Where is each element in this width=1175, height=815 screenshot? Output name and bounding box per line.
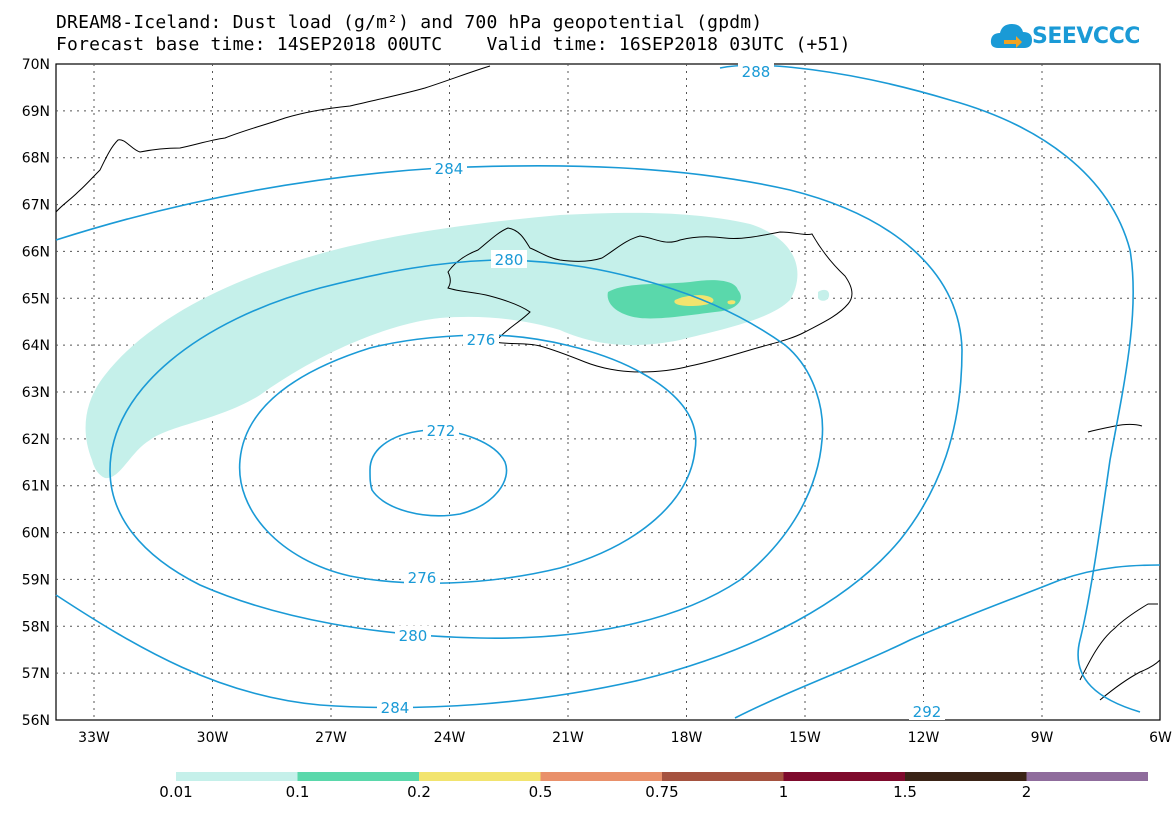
contour-288 xyxy=(719,64,1141,713)
coastlines xyxy=(55,65,1161,701)
geopotential-contours xyxy=(55,64,1161,719)
lon-label: 24W xyxy=(434,730,466,746)
colorbar-label: 0.01 xyxy=(159,783,193,801)
dust-area-0-01 xyxy=(85,212,798,479)
contour-284 xyxy=(55,164,963,709)
lat-label: 56N xyxy=(22,713,50,729)
colorbar-swatch xyxy=(1026,772,1148,781)
lat-label: 62N xyxy=(22,432,50,448)
colorbar-swatch xyxy=(783,772,905,781)
lat-label: 64N xyxy=(22,338,50,354)
colorbar-label: 0.2 xyxy=(407,783,431,801)
lat-label: 66N xyxy=(22,244,50,260)
contour-label-bg xyxy=(423,421,459,439)
contour-label-bg xyxy=(463,330,499,348)
cloud-icon xyxy=(990,24,1032,48)
dust-area-0-2-b xyxy=(727,300,736,305)
contour-label: 284 xyxy=(381,699,410,717)
colorbar-label: 0.75 xyxy=(645,783,679,801)
colorbar-swatch xyxy=(297,772,419,781)
lon-label: 18W xyxy=(671,730,703,746)
contour-labels: 288 284 280 276 272 276 280 284 292 xyxy=(377,62,945,721)
colorbar-label: 0.1 xyxy=(285,783,310,801)
greenland-coast xyxy=(55,65,491,213)
contour-label-bg xyxy=(909,702,945,720)
colorbar-swatch xyxy=(540,772,662,781)
norway-coast xyxy=(1087,424,1143,433)
contour-label: 276 xyxy=(467,331,496,349)
colorbar-swatch xyxy=(419,772,541,781)
contour-label: 292 xyxy=(913,703,942,721)
contour-276 xyxy=(238,334,697,585)
colorbar-label: 1.5 xyxy=(893,783,917,801)
contour-label: 280 xyxy=(399,627,428,645)
lon-label: 15W xyxy=(789,730,821,746)
lat-label: 57N xyxy=(22,666,50,682)
lon-label: 27W xyxy=(315,730,347,746)
map-frame xyxy=(55,63,1161,721)
lon-label: 12W xyxy=(908,730,940,746)
colorbar-swatch xyxy=(176,772,298,781)
lat-label: 69N xyxy=(22,104,50,120)
scotland-coast xyxy=(1079,603,1161,701)
lat-label: 58N xyxy=(22,619,50,635)
contour-label-bg xyxy=(395,626,431,644)
forecast-time-line: Forecast base time: 14SEP2018 00UTC Vali… xyxy=(56,34,851,55)
dust-area-0-1 xyxy=(607,280,741,319)
colorbar-swatch xyxy=(662,772,784,781)
contour-label: 272 xyxy=(427,422,456,440)
contour-label-bg xyxy=(377,698,413,716)
contour-label-bg xyxy=(404,568,440,586)
iceland-coast xyxy=(447,227,853,373)
lon-label: 30W xyxy=(197,730,229,746)
contour-label-bg xyxy=(491,250,527,268)
lat-label: 67N xyxy=(22,198,50,214)
lon-label: 33W xyxy=(78,730,110,746)
lat-label: 59N xyxy=(22,572,50,588)
contour-label: 284 xyxy=(435,160,464,178)
contour-280 xyxy=(109,259,824,639)
latitude-labels: 70N 69N 68N 67N 66N 65N 64N 63N 62N 61N 60N 59N 58N 5… xyxy=(22,57,50,729)
contour-label-bg xyxy=(738,62,774,80)
colorbar-swatch xyxy=(905,772,1027,781)
lat-label: 68N xyxy=(22,151,50,167)
logo-text: SEEVCCC xyxy=(1032,24,1140,49)
colorbar xyxy=(176,772,1148,781)
lat-label: 61N xyxy=(22,479,50,495)
contour-label-bg xyxy=(431,159,467,177)
lat-label: 60N xyxy=(22,526,50,542)
contour-label: 288 xyxy=(742,63,771,81)
map-title: DREAM8-Iceland: Dust load (g/m²) and 700… xyxy=(56,12,763,33)
lon-label: 6W xyxy=(1149,730,1172,746)
lat-label: 63N xyxy=(22,385,50,401)
contour-292 xyxy=(734,564,1161,719)
lon-label: 9W xyxy=(1031,730,1054,746)
lon-label: 21W xyxy=(552,730,584,746)
longitude-labels: 33W 30W 27W 24W 21W 18W 15W 12W 9W 6W xyxy=(78,730,1172,746)
contour-label: 280 xyxy=(495,251,524,269)
colorbar-label: 0.5 xyxy=(528,783,553,801)
seevccc-logo: SEEVCCC xyxy=(990,18,1170,58)
colorbar-label: 1 xyxy=(778,783,789,801)
graticule xyxy=(56,64,1160,720)
dust-area-0-2 xyxy=(674,295,714,306)
dust-patch-east xyxy=(818,289,830,301)
contour-272 xyxy=(369,429,508,517)
colorbar-label: 2 xyxy=(1021,783,1032,801)
lat-label: 65N xyxy=(22,291,50,307)
contour-label: 276 xyxy=(408,569,437,587)
lat-label: 70N xyxy=(22,57,50,73)
